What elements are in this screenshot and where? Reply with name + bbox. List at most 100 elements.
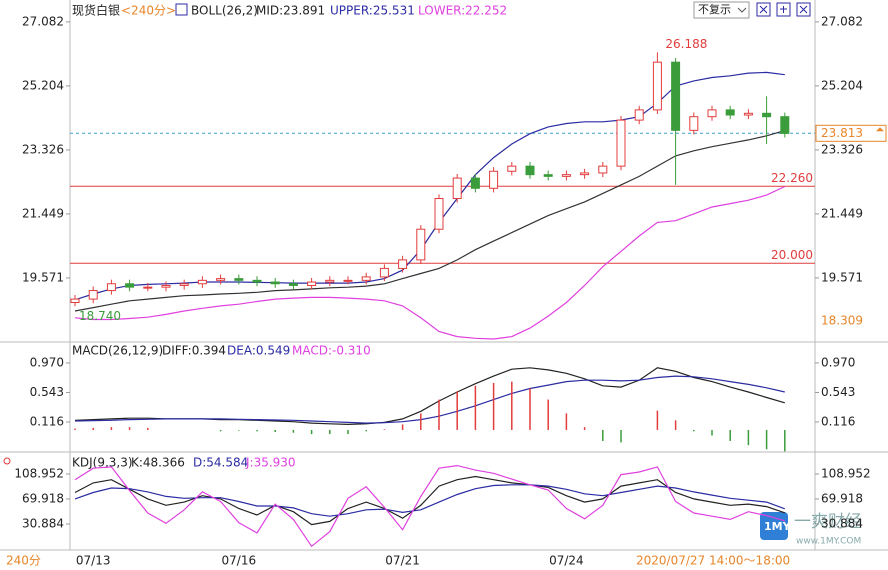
watermark-logo-text: 1MY: [764, 520, 792, 533]
low-annotation: 18.740: [79, 309, 121, 323]
candle-body: [270, 281, 280, 285]
y-tick-label: 0.970: [821, 355, 855, 369]
y-tick-label: 19.571: [821, 270, 863, 284]
candle-body: [561, 174, 571, 177]
candle-body: [179, 283, 189, 286]
instrument-title: 现货白银: [72, 3, 120, 18]
indicator-line: [74, 484, 786, 517]
reference-label: 20.000: [771, 248, 813, 262]
candle-body: [780, 116, 790, 134]
candle-body: [252, 279, 262, 283]
candle-body: [543, 174, 553, 177]
candle-body: [725, 109, 735, 116]
icon: [759, 5, 768, 14]
watermark-logo: [760, 512, 788, 540]
tool-button[interactable]: [756, 2, 771, 17]
legend-entry: K:48.366: [131, 456, 185, 470]
y-tick-label: 0.543: [821, 385, 855, 399]
watermark-url: www.1MY.COM: [796, 537, 861, 547]
indicator-line: [74, 464, 785, 548]
period[interactable]: <240分>: [121, 4, 176, 18]
y-tick-label: 108.952: [14, 466, 64, 480]
y-tick-label: 69.918: [22, 491, 64, 505]
y-tick-label: 69.918: [821, 491, 863, 505]
y-tick-label: 21.449: [22, 206, 64, 220]
candle-body: [416, 228, 426, 261]
candle-body: [580, 172, 590, 176]
band-low-label: 18.309: [821, 313, 863, 327]
indicator-line: [74, 475, 785, 526]
candle-body: [652, 61, 662, 111]
legend-entry: MACD:-0.310: [292, 344, 371, 358]
y-tick-label: 27.082: [821, 14, 863, 28]
mode-label: 不复示: [698, 2, 731, 16]
y-tick-label: 25.204: [22, 78, 64, 92]
dropdown-arrow: [737, 7, 747, 13]
indicator-line: [74, 375, 785, 424]
high-annotation: 26.188: [665, 37, 707, 51]
candle-body: [707, 109, 717, 118]
icon: [780, 6, 787, 13]
candle-body: [743, 112, 753, 116]
x-tick-label: 07/16: [222, 554, 257, 568]
indicator-name: KDJ(9,3,3): [72, 456, 133, 470]
candle-body: [398, 259, 408, 269]
y-tick-label: 27.082: [22, 14, 64, 28]
candle-body: [598, 165, 608, 174]
legend-entry: LOWER:22.252: [418, 4, 507, 18]
tool-button[interactable]: [776, 2, 791, 17]
boll-line: [74, 185, 786, 340]
candle-body: [689, 116, 699, 131]
candle-body: [762, 112, 772, 118]
candle-body: [634, 109, 644, 121]
candle-body: [379, 267, 389, 278]
legend-entry: UPPER:25.531: [330, 4, 415, 18]
watermark-name: 一爽财经: [794, 512, 862, 532]
candle-body: [106, 283, 116, 292]
y-tick-label: 23.326: [821, 142, 863, 156]
y-tick-label: 30.884: [22, 516, 64, 530]
y-tick-label: 21.449: [821, 206, 863, 220]
y-tick-label: 108.952: [821, 466, 871, 480]
candle-body: [161, 284, 171, 288]
candle-body: [125, 283, 135, 288]
indicator-icon[interactable]: [175, 3, 188, 16]
y-tick-label: 25.204: [821, 78, 863, 92]
x-tick-label: 07/13: [76, 554, 111, 568]
y-tick-label: 0.116: [821, 414, 855, 428]
settings-icon[interactable]: [3, 457, 11, 465]
x-tick-label: 07/24: [549, 554, 584, 568]
legend-entry: DEA:0.549: [227, 344, 290, 358]
candle-body: [70, 298, 80, 304]
icon: [799, 5, 808, 14]
y-tick-label: 19.571: [22, 270, 64, 284]
candle-body: [143, 286, 153, 289]
period-selector[interactable]: 240分: [6, 554, 41, 568]
candle-body: [307, 281, 317, 286]
candle-body: [616, 119, 626, 167]
x-tick-label: 07/21: [385, 554, 420, 568]
candle-body: [489, 170, 499, 189]
candle-body: [216, 278, 226, 281]
y-tick-label: 30.884: [821, 516, 863, 530]
indicator-name: BOLL(26,2): [191, 4, 258, 18]
cursor-time: 2020/07/27 14:00～18:00: [636, 554, 790, 568]
legend-entry: D:54.584: [193, 456, 248, 470]
last-price-marker: [876, 127, 884, 132]
y-tick-label: 0.543: [30, 385, 64, 399]
y-tick-label: 0.970: [30, 355, 64, 369]
candle-body: [507, 165, 517, 172]
last-price-box: [815, 124, 887, 142]
y-tick-label: 0.116: [30, 414, 64, 428]
candle-body: [434, 198, 444, 230]
candle-body: [288, 283, 298, 286]
candle-body: [88, 290, 98, 300]
last-price-label: 23.813: [821, 126, 863, 140]
boll-line: [74, 130, 785, 312]
candle-body: [470, 177, 480, 189]
mode-dropdown[interactable]: [693, 1, 750, 19]
legend-entry: J:35.930: [245, 456, 296, 470]
tool-button[interactable]: [796, 2, 811, 17]
candle-body: [343, 279, 353, 282]
